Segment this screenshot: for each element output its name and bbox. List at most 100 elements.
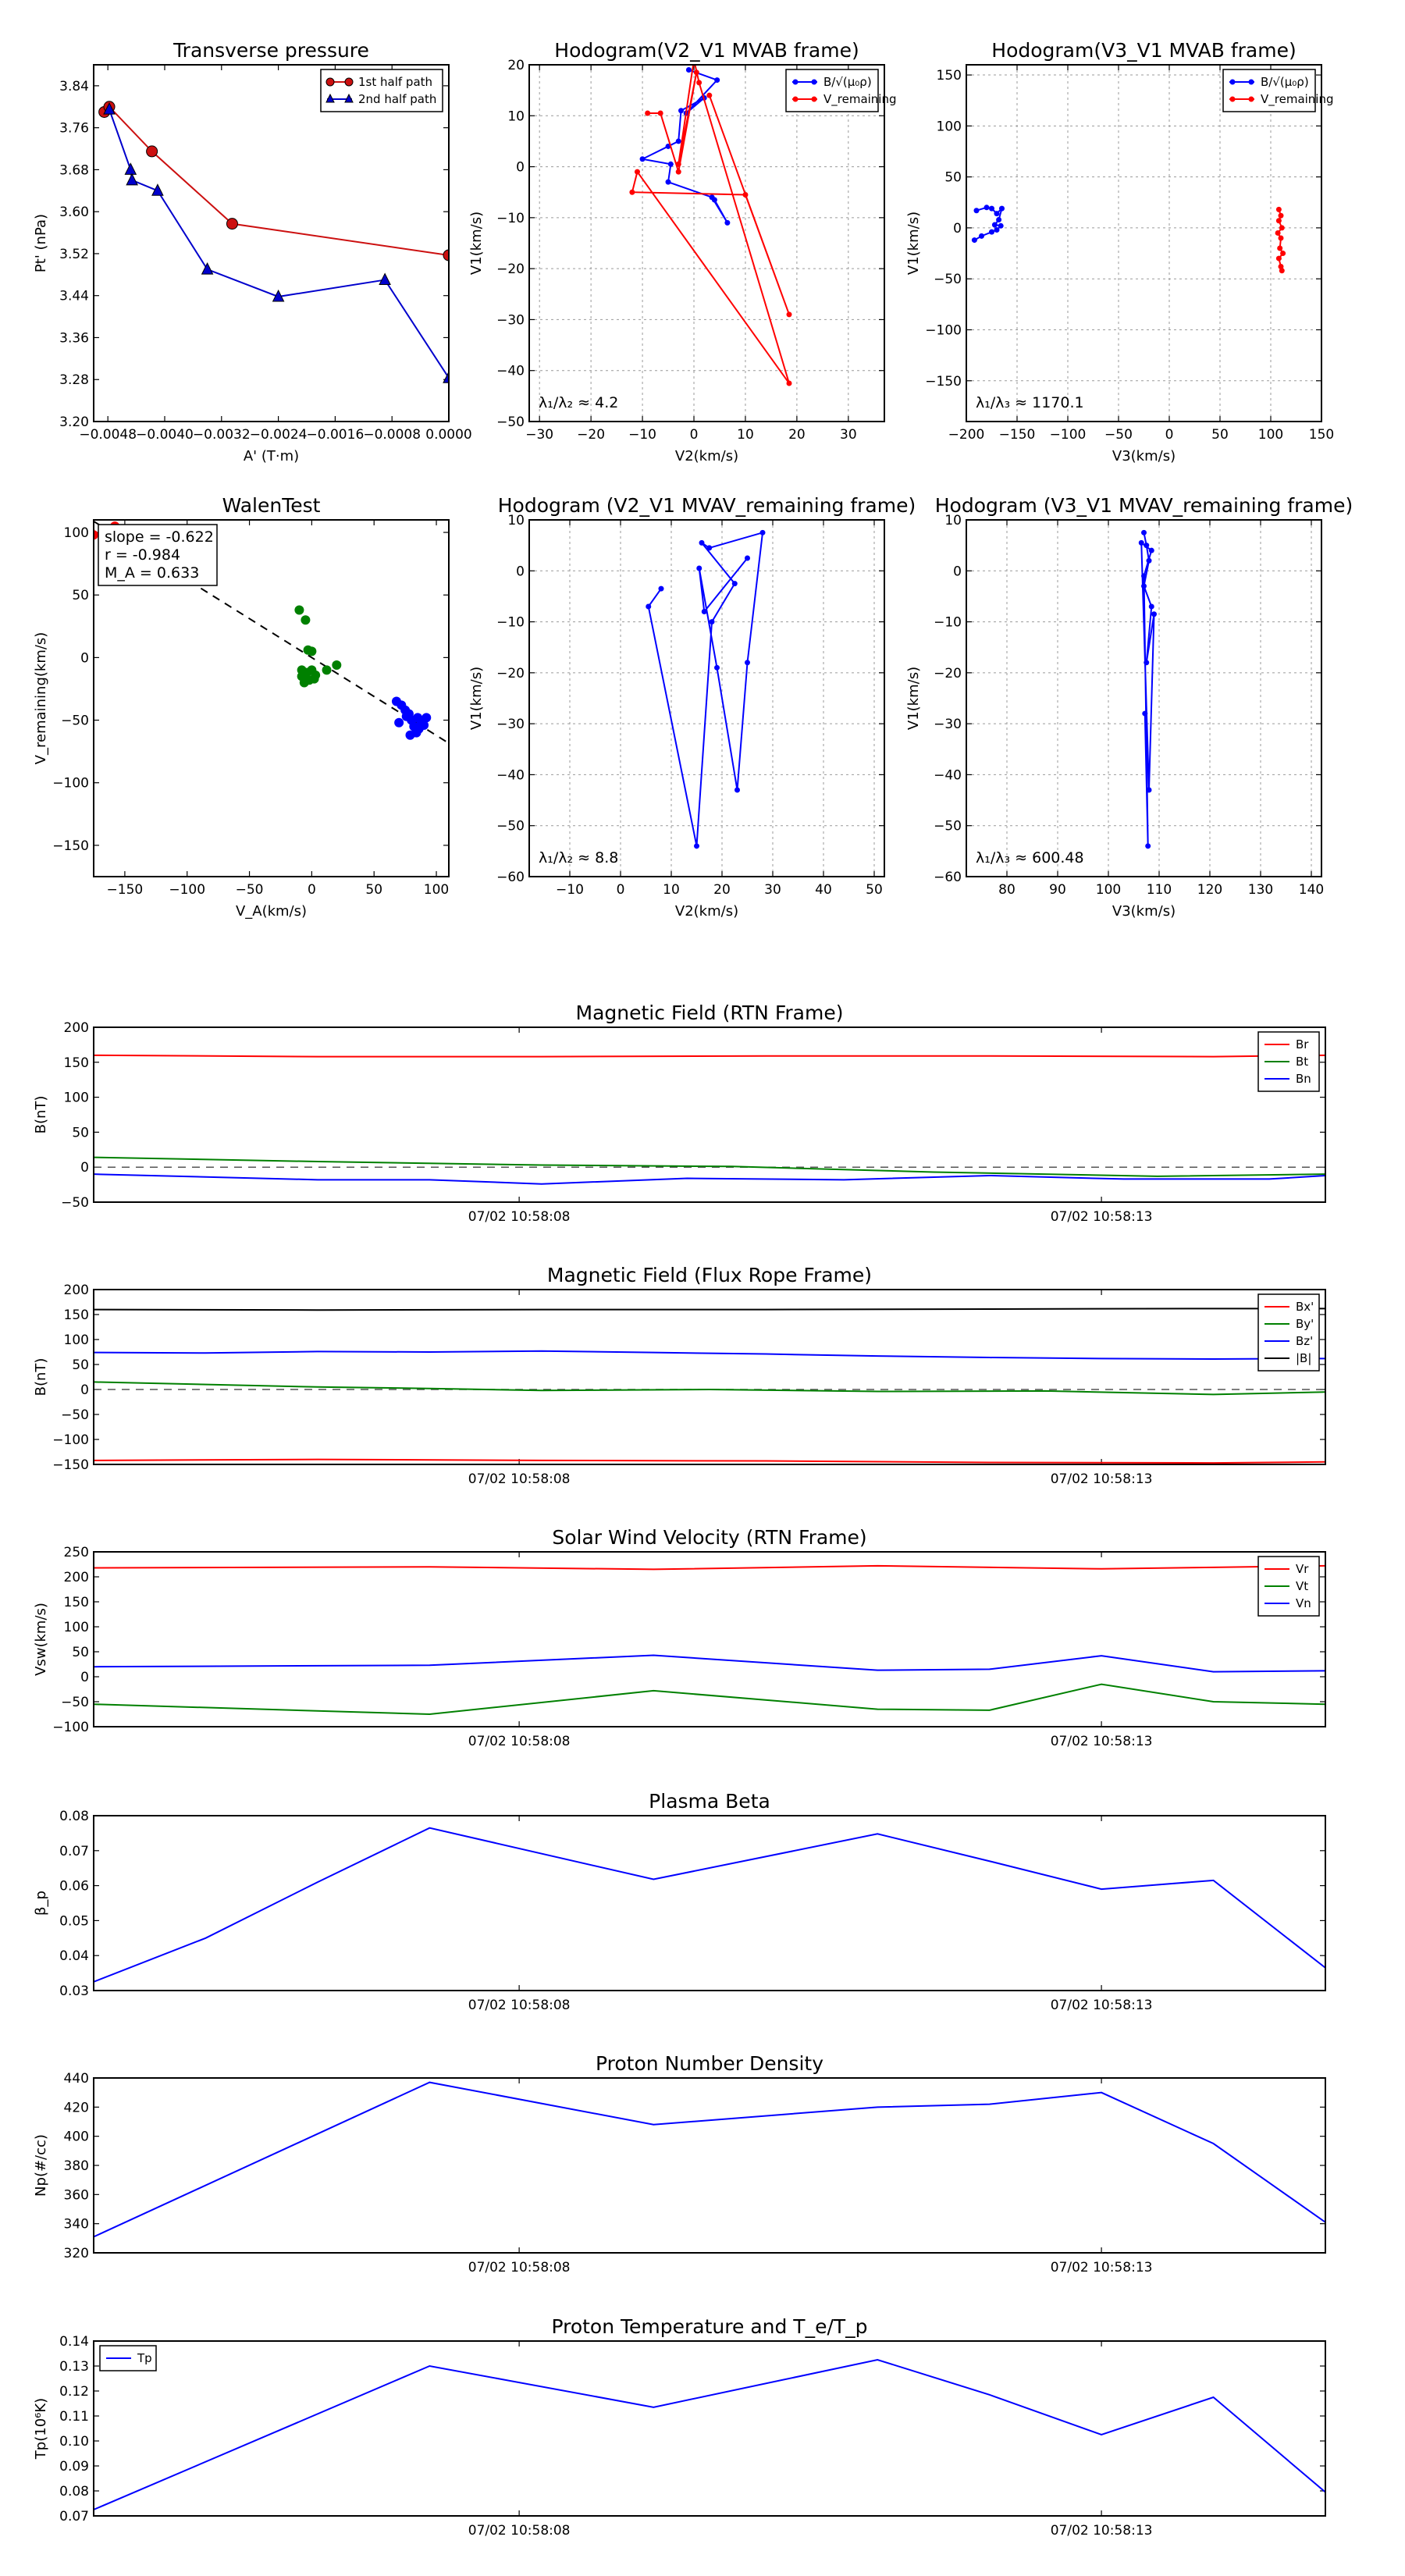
y-tick-label: 3.52 (59, 247, 89, 262)
chart-title: Hodogram(V3_V1 MVAB frame) (991, 39, 1296, 62)
scatter-point (94, 530, 98, 540)
y-axis-label: Vsw(km/s) (33, 1603, 49, 1676)
data-point (1278, 235, 1284, 241)
y-tick-label: −30 (496, 312, 525, 328)
series-line-By' (94, 1381, 1325, 1396)
data-point (146, 145, 158, 158)
data-point (443, 249, 449, 262)
y-tick-label: −50 (61, 1195, 89, 1211)
data-point (124, 162, 137, 175)
scatter-point (301, 615, 311, 625)
x-tick-label: 80 (998, 882, 1016, 898)
data-point (1275, 206, 1282, 212)
series-line-Tp (94, 2358, 1325, 2510)
data-point (675, 169, 681, 175)
y-tick-label: −10 (496, 211, 525, 226)
legend-marker (325, 77, 335, 87)
y-tick-label: 0 (953, 221, 962, 237)
x-tick-label: 10 (737, 427, 754, 443)
axes-frame (528, 64, 885, 422)
legend-label: B/√(μ₀ρ) (823, 75, 872, 89)
scatter-point (414, 724, 424, 734)
y-tick-label: 0 (80, 1160, 89, 1176)
y-tick-label: −150 (52, 838, 89, 854)
x-tick-label: 150 (1309, 427, 1334, 443)
x-tick-label: 100 (1258, 427, 1283, 443)
x-tick-label: 07/02 10:58:08 (468, 1471, 571, 1487)
data-point (991, 222, 998, 228)
y-tick-label: −10 (496, 615, 525, 631)
chart-title: WalenTest (222, 494, 321, 517)
data-point (126, 173, 138, 186)
data-point (629, 189, 635, 195)
y-tick-label: 3.68 (59, 162, 89, 178)
y-tick-label: 360 (64, 2187, 89, 2203)
x-tick-label: −150 (999, 427, 1036, 443)
plot-area (94, 1827, 1325, 1983)
legend-label: By' (1296, 1317, 1314, 1331)
y-tick-label: −40 (496, 364, 525, 379)
y-tick-label: −50 (61, 1695, 89, 1710)
y-tick-label: 10 (944, 513, 962, 528)
y-tick-label: 10 (507, 109, 525, 124)
annotation-line: M_A = 0.633 (105, 564, 199, 582)
data-point (745, 660, 750, 666)
chart-title: Plasma Beta (649, 1790, 770, 1813)
y-tick-label: 200 (64, 1020, 89, 1036)
y-tick-label: −20 (934, 666, 962, 681)
data-point (667, 161, 674, 167)
x-tick-label: 07/02 10:58:13 (1051, 1734, 1153, 1749)
data-point (1141, 529, 1147, 535)
legend-label: B/√(μ₀ρ) (1261, 75, 1309, 89)
chart-vel: 07/02 10:58:08 07/02 10:58:13 −100 −50 0 50 10… (33, 1526, 1326, 1749)
series-line-Np (94, 2081, 1325, 2238)
legend-label: Br (1296, 1037, 1309, 1051)
y-tick-label: −50 (496, 819, 525, 834)
data-point (1278, 264, 1284, 270)
y-tick-label: 0.11 (59, 2409, 89, 2425)
y-axis-label: V1(km/s) (468, 212, 485, 275)
plot-area (98, 101, 449, 383)
data-point (1151, 611, 1157, 617)
y-tick-label: 0.04 (59, 1948, 89, 1964)
data-point (786, 311, 792, 318)
y-tick-label: 3.60 (59, 205, 89, 220)
data-point (693, 69, 699, 76)
plot-area (94, 1564, 1325, 1716)
legend-marker (792, 96, 799, 102)
y-tick-label: 420 (64, 2100, 89, 2115)
data-point (999, 205, 1005, 212)
x-tick-label: 07/02 10:58:13 (1051, 2260, 1153, 2275)
legend-box (320, 69, 443, 112)
x-tick-label: 07/02 10:58:08 (468, 1998, 571, 2013)
data-point (696, 565, 702, 571)
series-line-2nd half path (108, 109, 449, 379)
x-tick-label: 20 (713, 882, 731, 898)
legend-label: Bt (1296, 1055, 1308, 1069)
y-axis-label: B(nT) (33, 1096, 49, 1134)
x-tick-label: −100 (1050, 427, 1087, 443)
y-tick-label: −40 (496, 767, 525, 783)
legend-label: 2nd half path (358, 92, 436, 106)
chart-mag_rtn: 07/02 10:58:08 07/02 10:58:13 −50 0 50 100 150… (33, 1002, 1326, 1225)
x-tick-label: 07/02 10:58:13 (1051, 1471, 1153, 1487)
axes-frame (93, 2077, 1326, 2254)
y-tick-label: 0.06 (59, 1879, 89, 1895)
x-tick-label: −0.0032 (193, 427, 251, 443)
chart-h3: −10 0 10 20 30 40 50−60−50−40−30−20−10010Hodog… (468, 494, 916, 920)
y-tick-label: 380 (64, 2158, 89, 2174)
y-tick-label: 50 (72, 588, 89, 603)
y-tick-label: 150 (64, 1595, 89, 1610)
axes-frame (93, 1289, 1326, 1465)
y-tick-label: 0.14 (59, 2334, 89, 2350)
x-tick-label: 0 (1165, 427, 1174, 443)
x-tick-label: 90 (1049, 882, 1066, 898)
y-tick-label: −100 (52, 776, 89, 792)
data-point (1148, 547, 1154, 553)
y-axis-label: V1(km/s) (905, 212, 922, 275)
y-tick-label: −50 (61, 713, 89, 729)
chart-title: Proton Number Density (596, 2052, 823, 2075)
legend-marker (344, 93, 354, 103)
x-tick-label: 20 (788, 427, 806, 443)
scatter-point (422, 713, 432, 723)
